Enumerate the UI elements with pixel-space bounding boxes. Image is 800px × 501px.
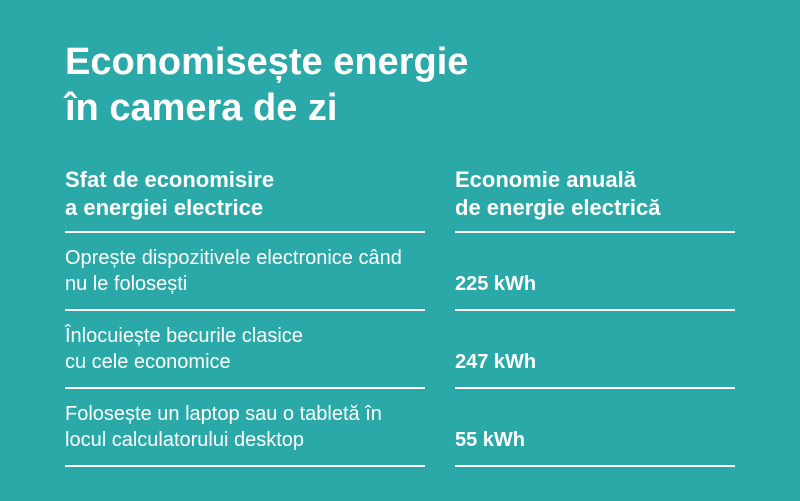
saving-header-text: Economie anualăde energie electrică bbox=[455, 166, 660, 221]
saving-column: Economie anualăde energie electrică 225 … bbox=[455, 166, 735, 467]
tip-header-text: Sfat de economisirea energiei electrice bbox=[65, 166, 274, 221]
table-row-saving: 55 kWh bbox=[455, 389, 735, 467]
saving-text: 247 kWh bbox=[455, 349, 536, 375]
table-row-saving: 247 kWh bbox=[455, 311, 735, 389]
tip-text: Folosește un laptop sau o tabletă în loc… bbox=[65, 401, 425, 453]
tip-column: Sfat de economisirea energiei electrice … bbox=[65, 166, 425, 467]
table-row-tip: Folosește un laptop sau o tabletă în loc… bbox=[65, 389, 425, 467]
saving-header: Economie anualăde energie electrică bbox=[455, 166, 735, 233]
savings-table: Sfat de economisirea energiei electrice … bbox=[65, 166, 750, 467]
tip-header: Sfat de economisirea energiei electrice bbox=[65, 166, 425, 233]
title-line-1: Economisește energie bbox=[65, 41, 468, 83]
tip-text: Oprește dispozitivele electronice când n… bbox=[65, 245, 425, 297]
table-row-tip: Înlocuiește becurile clasicecu cele econ… bbox=[65, 311, 425, 389]
saving-text: 55 kWh bbox=[455, 427, 525, 453]
table-row-tip: Oprește dispozitivele electronice când n… bbox=[65, 233, 425, 311]
saving-text: 225 kWh bbox=[455, 271, 536, 297]
title-line-2: în camera de zi bbox=[65, 87, 337, 129]
table-row-saving: 225 kWh bbox=[455, 233, 735, 311]
tip-text: Înlocuiește becurile clasicecu cele econ… bbox=[65, 323, 303, 375]
page-title: Economisește energie în camera de zi bbox=[65, 40, 750, 131]
